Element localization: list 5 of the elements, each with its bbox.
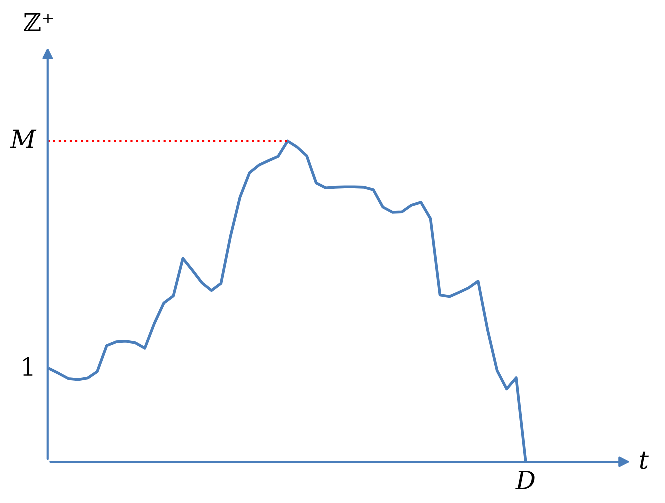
y-axis-title: ℤ⁺ xyxy=(24,13,54,32)
text: D xyxy=(516,471,535,490)
text: 1 xyxy=(23,357,33,376)
x-axis-title: t xyxy=(640,452,650,470)
ref-line-label: M xyxy=(10,130,37,148)
